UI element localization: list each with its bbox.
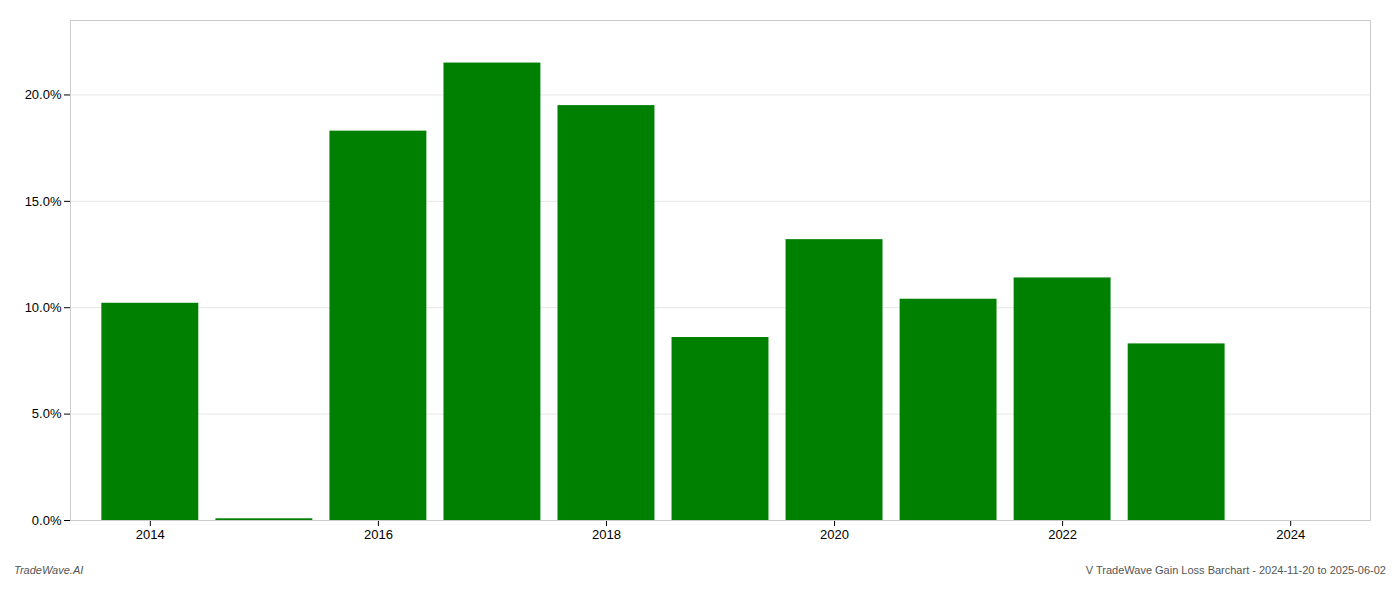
svg-text:2018: 2018 [592,527,621,542]
svg-text:2024: 2024 [1276,527,1305,542]
svg-text:2022: 2022 [1048,527,1077,542]
html-text:TradeWave.AI: TradeWave.AI [14,564,84,576]
svg-text:5.0%: 5.0% [32,406,62,421]
html-text:V TradeWave Gain Loss Barchart: V TradeWave Gain Loss Barchart - 2024-11… [1085,564,1386,576]
svg-text:0.0%: 0.0% [32,513,62,528]
svg-text:2014: 2014 [136,527,165,542]
svg-text:15.0%: 15.0% [25,194,62,209]
svg-text:2016: 2016 [364,527,393,542]
svg-text:10.0%: 10.0% [25,300,62,315]
svg-text:2020: 2020 [820,527,849,542]
svg-text:20.0%: 20.0% [25,87,62,102]
